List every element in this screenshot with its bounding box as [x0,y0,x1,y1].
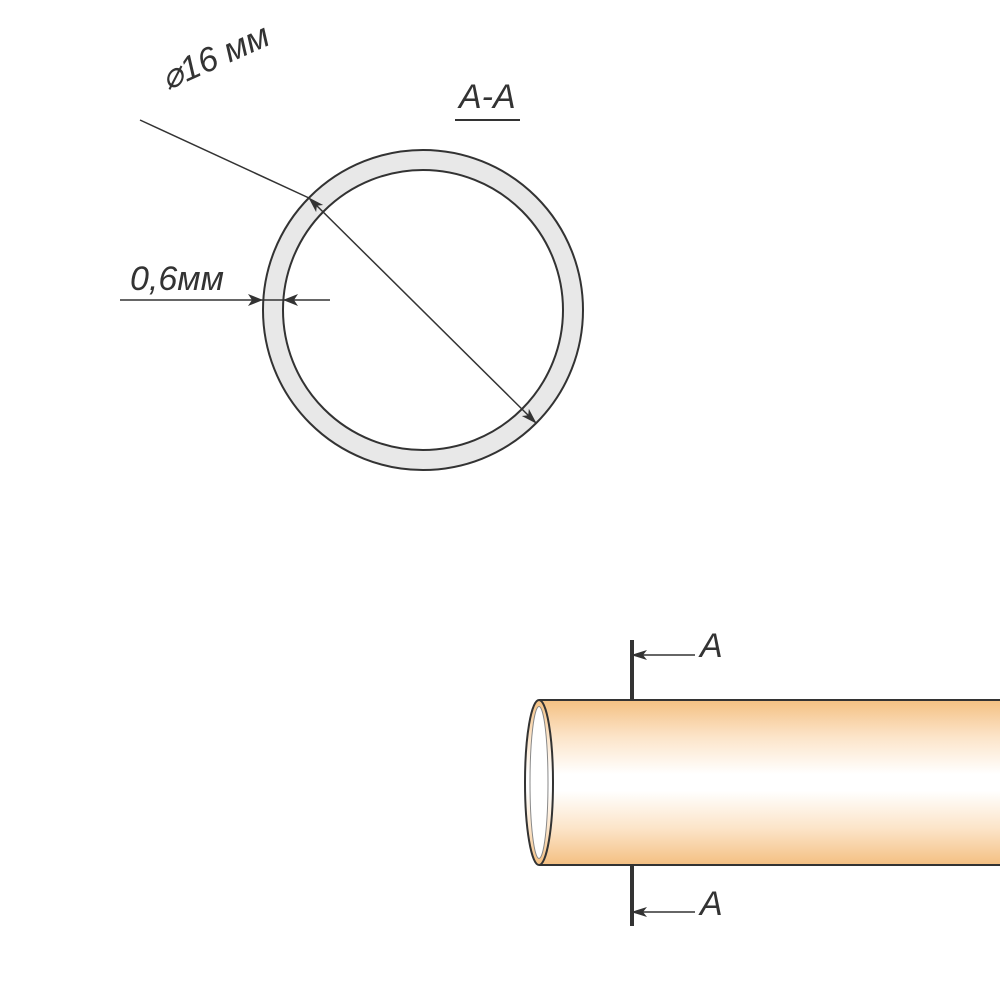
tube-side-view [525,700,1000,865]
technical-drawing: A-A ⌀16 мм 0,6мм A A [0,0,1000,1000]
drawing-svg [0,0,1000,1000]
